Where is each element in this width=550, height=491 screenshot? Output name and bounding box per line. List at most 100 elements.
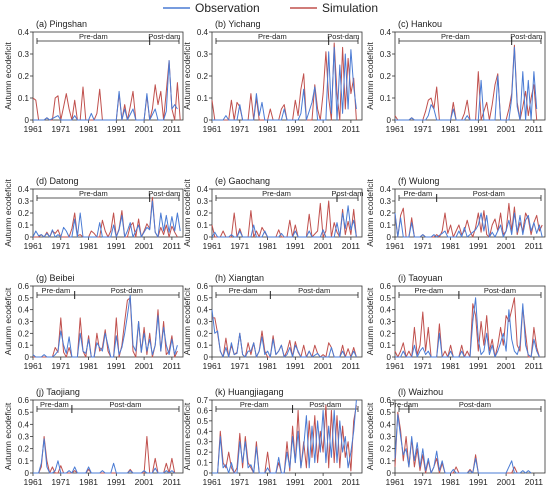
y-axis-label: Autumn ecodeficit — [3, 287, 13, 355]
y-tick-label: 0 — [25, 233, 30, 242]
chart-panel: 0 0.1 0.2 0.3 0.4 1961 1971 1981 1991 2001 2011 Aut… — [365, 19, 546, 134]
panel-title: (i) Taoyuan — [398, 273, 442, 283]
y-tick-label: 0.3 — [18, 197, 30, 206]
x-tick-label: 1961 — [24, 361, 43, 371]
y-tick-label: 0.2 — [197, 448, 209, 457]
y-tick-label: 0.2 — [18, 72, 30, 81]
y-tick-label: 0.5 — [197, 294, 209, 303]
pre-dam-label: Pre-dam — [40, 400, 69, 409]
y-axis-label: Autumn ecodeficit — [3, 402, 13, 470]
x-tick-label: 1961 — [386, 241, 405, 251]
observation-line — [211, 205, 357, 238]
x-tick-label: 2011 — [342, 124, 361, 134]
pre-dam-label: Pre-dam — [41, 286, 70, 295]
y-tick-label: 0 — [204, 469, 209, 478]
y-tick-label: 0.5 — [18, 408, 30, 417]
x-tick-label: 1991 — [107, 241, 126, 251]
x-tick-label: 1971 — [51, 477, 70, 487]
x-tick-label: 2001 — [314, 124, 333, 134]
x-tick-label: 1961 — [24, 124, 43, 134]
x-tick-label: 1991 — [469, 241, 488, 251]
plot-frame — [211, 285, 363, 358]
chart-panel: 0 0.1 0.2 0.3 0.4 1961 1971 1981 1991 2001 2011 Aut… — [3, 19, 184, 134]
x-tick-label: 2011 — [342, 361, 361, 371]
y-tick-label: 0.1 — [18, 94, 30, 103]
y-tick-label: 0.2 — [197, 209, 209, 218]
observation-line — [33, 60, 178, 121]
chart-panel: 0 0.1 0.2 0.3 0.4 0.5 0.6 1961 1971 1981 1991 2001 2… — [365, 273, 546, 371]
x-tick-label: 1961 — [386, 477, 405, 487]
y-tick-label: 0.4 — [380, 420, 392, 429]
y-tick-label: 0.1 — [18, 341, 30, 350]
y-tick-label: 0.3 — [18, 50, 30, 59]
x-tick-label: 2011 — [163, 477, 182, 487]
x-tick-label: 2001 — [497, 477, 516, 487]
y-tick-label: 0.1 — [380, 94, 392, 103]
x-tick-label: 2001 — [314, 361, 333, 371]
x-tick-label: 1971 — [413, 477, 432, 487]
y-tick-label: 0.4 — [18, 306, 30, 315]
x-tick-label: 1991 — [286, 361, 305, 371]
y-axis-label: Autumn ecodeficit — [182, 402, 192, 470]
y-tick-label: 0.6 — [197, 282, 209, 291]
y-tick-label: 0.3 — [197, 438, 209, 447]
chart-panel: 0 0.1 0.2 0.3 0.4 0.5 0.6 1961 1971 1981 1991 2001 2… — [182, 273, 363, 371]
x-tick-label: 2001 — [135, 241, 154, 251]
x-tick-label: 1981 — [79, 241, 98, 251]
x-tick-label: 1971 — [413, 241, 432, 251]
y-tick-label: 0.5 — [380, 294, 392, 303]
y-axis-label: Autumn ecodeficit — [365, 179, 375, 247]
pre-dam-label: Pre-dam — [441, 32, 470, 41]
chart-panel: 00.1 0.20.3 0.40.5 0.60.7 1961 1971 1981 1991 20… — [182, 387, 363, 487]
chart-panel: 0 0.1 0.2 0.3 0.4 1961 1971 1981 1991 2001 2011 Aut… — [182, 176, 364, 251]
x-tick-label: 2011 — [525, 124, 544, 134]
y-tick-label: 0.1 — [197, 459, 209, 468]
y-tick-label: 0.2 — [380, 329, 392, 338]
panel-title: (j) Taojiang — [36, 387, 80, 397]
y-tick-label: 0 — [204, 233, 209, 242]
x-tick-label: 1991 — [107, 361, 126, 371]
y-tick-label: 0.1 — [197, 94, 209, 103]
y-tick-label: 0.2 — [18, 209, 30, 218]
x-tick-label: 1991 — [286, 124, 305, 134]
post-dam-label: Post-dam — [111, 286, 143, 295]
pre-dam-label: Pre-dam — [262, 189, 291, 198]
y-tick-label: 0.2 — [197, 329, 209, 338]
y-tick-label: 0.2 — [18, 329, 30, 338]
y-tick-label: 0.2 — [380, 72, 392, 81]
y-axis-label: Autumn ecodeficit — [365, 42, 375, 110]
x-tick-label: 1971 — [413, 361, 432, 371]
chart-panel: 0 0.1 0.2 0.3 0.4 0.5 0.6 1961 1971 1981 1991 2001 2… — [3, 273, 184, 371]
post-dam-label: Post-dam — [459, 400, 491, 409]
y-tick-label: 0.1 — [380, 457, 392, 466]
y-tick-label: 0.6 — [18, 282, 30, 291]
y-tick-label: 0.4 — [197, 185, 209, 194]
simulation-line — [394, 44, 538, 121]
y-tick-label: 0 — [204, 353, 209, 362]
simulation-line — [211, 200, 357, 238]
pre-dam-label: Pre-dam — [415, 286, 444, 295]
y-tick-label: 0.7 — [197, 396, 209, 405]
simulation-line — [212, 404, 357, 474]
y-tick-label: 0.5 — [18, 294, 30, 303]
y-tick-label: 0.6 — [18, 396, 30, 405]
y-tick-label: 0.1 — [197, 221, 209, 230]
y-tick-label: 0 — [387, 469, 392, 478]
legend-simulation-label: Simulation — [322, 1, 378, 15]
y-tick-label: 0.4 — [18, 420, 30, 429]
x-tick-label: 1991 — [286, 241, 305, 251]
post-dam-label: Post-dam — [109, 400, 141, 409]
post-dam-label: Post-dam — [510, 32, 542, 41]
panel-title: (l) Waizhou — [398, 387, 443, 397]
x-tick-label: 2011 — [342, 477, 361, 487]
pre-dam-label: Pre-dam — [390, 400, 419, 409]
y-tick-label: 0.4 — [380, 306, 392, 315]
panel-title: (e) Gaochang — [215, 176, 270, 186]
observation-line — [211, 309, 357, 358]
x-tick-label: 2001 — [135, 477, 154, 487]
x-tick-label: 1981 — [258, 477, 277, 487]
panel-title: (a) Pingshan — [36, 19, 87, 29]
simulation-line — [33, 196, 178, 238]
panel-title: (f) Wulong — [398, 176, 439, 186]
y-tick-label: 0 — [25, 469, 30, 478]
